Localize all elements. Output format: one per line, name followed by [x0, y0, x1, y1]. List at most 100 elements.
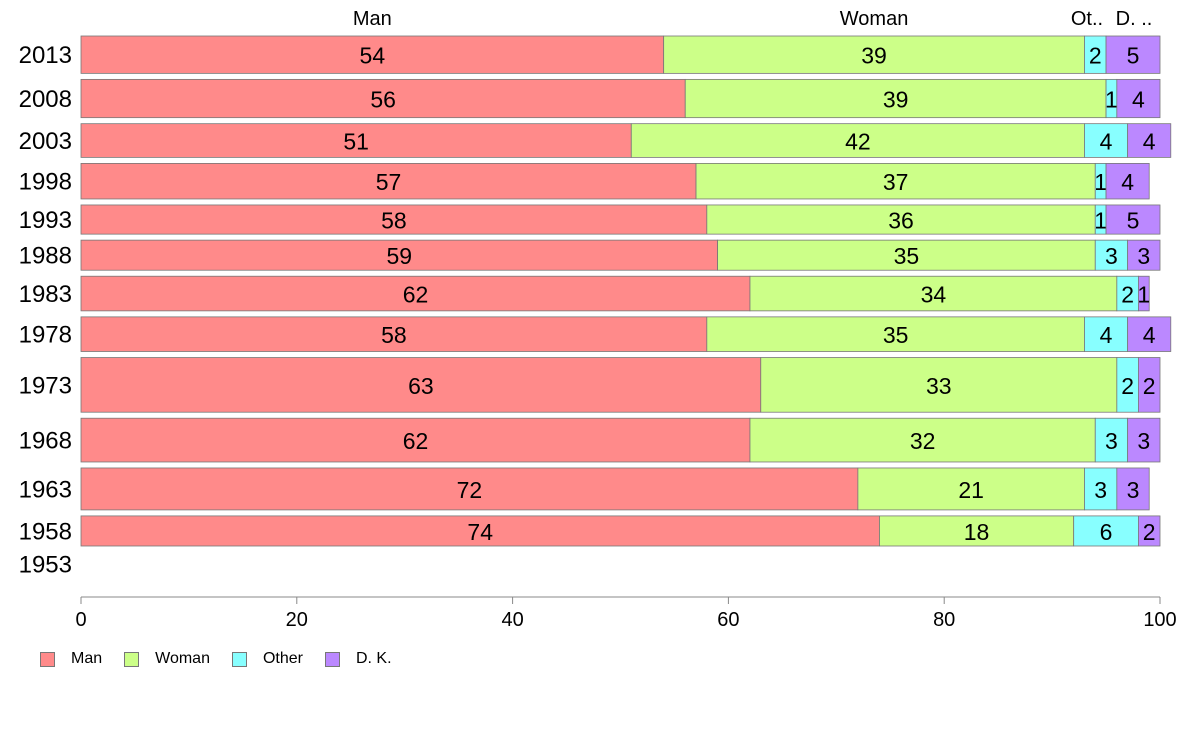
bar-segment-other-1963 — [1084, 467, 1118, 511]
bar-segment-d-k-1983 — [1138, 275, 1150, 312]
bar-segment-other-1968 — [1094, 417, 1129, 463]
data-label: 4 — [1132, 87, 1145, 113]
bar-segment-d-k-2008 — [1116, 78, 1161, 119]
legend-item: D. K. — [324, 650, 392, 668]
legend-label: Other — [262, 650, 303, 667]
y-tick-label: 1968 — [19, 428, 72, 455]
data-label: 4 — [1100, 322, 1113, 348]
data-label: 32 — [910, 428, 936, 454]
bar-segment-woman-1993 — [706, 204, 1096, 235]
bar-segment-d-k-1978 — [1127, 316, 1172, 352]
bar-row-1963: 72 21 3 3 — [80, 467, 1150, 511]
bar-row-1988: 59 35 3 3 — [80, 239, 1161, 271]
column-header: D. .. — [1116, 8, 1153, 30]
bar-row-1973: 63 33 2 2 — [80, 357, 1161, 413]
data-label: 34 — [921, 282, 947, 308]
data-label: 39 — [861, 43, 887, 69]
data-label: 5 — [1127, 208, 1140, 234]
legend-swatch — [124, 651, 140, 667]
data-label: 3 — [1105, 428, 1118, 454]
legend-swatch — [40, 651, 55, 667]
legend-label: Woman — [155, 650, 210, 667]
bar-segment-man-1973 — [80, 357, 762, 413]
legend-swatch — [231, 651, 247, 667]
data-label: 62 — [403, 428, 429, 454]
bar-segment-man-1958 — [80, 515, 880, 547]
bar-segment-woman-1998 — [695, 163, 1096, 200]
y-tick-label: 2013 — [19, 42, 72, 69]
data-label: 59 — [387, 243, 413, 269]
data-label: 4 — [1143, 322, 1156, 348]
data-label: 72 — [457, 477, 483, 503]
bar-segment-man-1983 — [80, 275, 751, 312]
bar-segment-man-1978 — [80, 316, 708, 352]
bar-segment-d-k-1988 — [1127, 239, 1161, 271]
data-label: 5 — [1127, 43, 1140, 69]
data-label: 58 — [381, 208, 407, 234]
column-header: Ot.. — [1071, 8, 1103, 30]
legend-swatch — [324, 651, 340, 667]
data-label: 36 — [888, 208, 914, 234]
bar-segment-d-k-1958 — [1138, 515, 1161, 547]
bar-row-2003: 51 42 4 4 — [80, 123, 1172, 158]
data-label: 35 — [894, 243, 920, 269]
bar-segment-d-k-2003 — [1127, 123, 1172, 158]
bar-row-2008: 56 39 1 4 — [80, 78, 1161, 119]
bar-segment-other-1978 — [1084, 316, 1129, 352]
bar-segment-man-1998 — [80, 163, 697, 200]
y-tick-label: 1953 — [19, 552, 72, 579]
bar-segment-d-k-1998 — [1105, 163, 1150, 200]
data-label: 1 — [1094, 169, 1107, 195]
bar-segment-man-1993 — [80, 204, 708, 235]
data-label: 3 — [1127, 477, 1140, 503]
data-label: 21 — [958, 477, 984, 503]
x-tick-label: 40 — [501, 609, 523, 631]
y-tick-label: 1988 — [19, 243, 72, 270]
legend-label: Man — [71, 650, 103, 667]
data-label: 6 — [1100, 519, 1113, 545]
data-label: 42 — [845, 129, 871, 155]
bar-segment-woman-2003 — [630, 123, 1085, 158]
bar-segment-d-k-1968 — [1127, 417, 1161, 463]
y-tick-label: 2008 — [19, 86, 72, 113]
column-header: Woman — [840, 8, 909, 30]
bar-segment-d-k-1963 — [1116, 467, 1150, 511]
bar-segment-other-1958 — [1073, 515, 1139, 547]
data-label: 3 — [1137, 243, 1150, 269]
bar-segment-other-1988 — [1094, 239, 1129, 271]
y-tick-label: 1973 — [19, 372, 72, 399]
y-tick-label: 1963 — [19, 476, 72, 503]
x-tick-label: 0 — [75, 609, 86, 631]
data-label: 37 — [883, 169, 909, 195]
bar-segment-d-k-1973 — [1138, 357, 1161, 413]
y-tick-label: 1983 — [19, 281, 72, 308]
data-label: 1 — [1094, 208, 1107, 234]
bar-row-1958: 74 18 6 2 — [80, 515, 1161, 547]
y-tick-label: 1958 — [19, 518, 72, 545]
legend: Man Woman Other D. K. — [40, 650, 414, 668]
data-label: 1 — [1105, 87, 1118, 113]
bar-segment-woman-1963 — [857, 467, 1085, 511]
data-label: 3 — [1094, 477, 1107, 503]
data-label: 2 — [1143, 519, 1156, 545]
y-tick-label: 2003 — [19, 128, 72, 155]
data-label: 62 — [403, 282, 429, 308]
bar-segment-other-2003 — [1084, 123, 1129, 158]
bar-segment-d-k-1993 — [1105, 204, 1161, 235]
bar-segment-woman-2008 — [684, 78, 1107, 119]
data-label: 2 — [1121, 282, 1134, 308]
bar-segment-man-2008 — [80, 78, 686, 119]
data-label: 2 — [1143, 373, 1156, 399]
legend-item: Other — [231, 650, 303, 668]
bar-segment-woman-1983 — [749, 275, 1118, 312]
bar-segment-man-2003 — [80, 123, 632, 158]
bar-segment-woman-1988 — [717, 239, 1096, 271]
data-label: 2 — [1089, 43, 1102, 69]
x-tick-label: 80 — [933, 609, 955, 631]
bar-row-1998: 57 37 1 4 — [80, 163, 1150, 200]
data-label: 3 — [1137, 428, 1150, 454]
x-tick-label: 60 — [717, 609, 739, 631]
data-label: 35 — [883, 322, 909, 348]
